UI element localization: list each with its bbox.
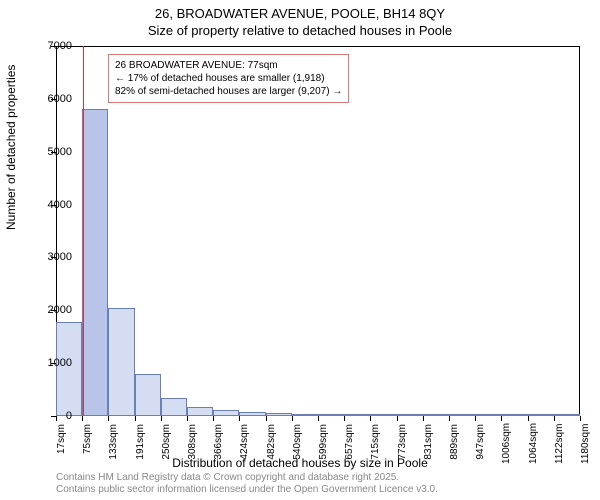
y-tick-label: 3000	[32, 251, 72, 263]
x-tick-label: 366sqm	[213, 424, 224, 464]
x-tick	[161, 416, 162, 421]
x-tick-label: 133sqm	[108, 424, 119, 464]
x-tick-label: 308sqm	[187, 424, 198, 464]
histogram-bar	[344, 414, 370, 416]
x-tick-label: 1180sqm	[580, 424, 591, 464]
histogram-bar	[266, 413, 292, 416]
x-tick-label: 1122sqm	[554, 424, 565, 464]
x-tick	[292, 416, 293, 421]
histogram-bar	[239, 412, 265, 416]
histogram-bar	[423, 414, 449, 416]
x-tick	[318, 416, 319, 421]
x-tick-label: 191sqm	[135, 424, 146, 464]
histogram-bar	[108, 308, 134, 416]
x-tick-label: 17sqm	[56, 424, 67, 464]
chart-title-line1: 26, BROADWATER AVENUE, POOLE, BH14 8QY	[0, 0, 600, 21]
histogram-bar	[528, 414, 554, 416]
x-tick-label: 715sqm	[370, 424, 381, 464]
x-tick	[239, 416, 240, 421]
x-tick	[108, 416, 109, 421]
x-tick	[554, 416, 555, 421]
histogram-bar	[161, 398, 187, 417]
x-tick-label: 250sqm	[161, 424, 172, 464]
y-tick-label: 4000	[32, 199, 72, 211]
x-tick	[187, 416, 188, 421]
x-tick-label: 482sqm	[266, 424, 277, 464]
x-tick	[266, 416, 267, 421]
x-tick	[423, 416, 424, 421]
y-tick-label: 7000	[32, 40, 72, 52]
x-tick-label: 889sqm	[449, 424, 460, 464]
x-tick	[135, 416, 136, 421]
histogram-chart: 26, BROADWATER AVENUE, POOLE, BH14 8QY S…	[0, 0, 600, 500]
x-tick-label: 599sqm	[318, 424, 329, 464]
annotation-line1: 26 BROADWATER AVENUE: 77sqm	[115, 59, 342, 72]
footer-line1: Contains HM Land Registry data © Crown c…	[56, 472, 438, 484]
annotation-box: 26 BROADWATER AVENUE: 77sqm ← 17% of det…	[108, 54, 349, 103]
footer-line2: Contains public sector information licen…	[56, 484, 438, 496]
plot-area: 26 BROADWATER AVENUE: 77sqm ← 17% of det…	[56, 46, 580, 416]
y-tick-label: 2000	[32, 304, 72, 316]
annotation-line3: 82% of semi-detached houses are larger (…	[115, 85, 342, 98]
x-tick	[449, 416, 450, 421]
y-tick-label: 0	[32, 410, 72, 422]
x-tick	[528, 416, 529, 421]
right-axis-line	[579, 46, 580, 416]
x-tick	[475, 416, 476, 421]
x-tick-label: 424sqm	[239, 424, 250, 464]
y-tick-label: 5000	[32, 146, 72, 158]
histogram-bar	[501, 414, 527, 416]
x-tick	[397, 416, 398, 421]
histogram-bar	[82, 109, 108, 416]
x-tick	[580, 416, 581, 421]
chart-title-line2: Size of property relative to detached ho…	[0, 21, 600, 38]
x-tick-label: 540sqm	[292, 424, 303, 464]
x-tick	[82, 416, 83, 421]
y-tick-label: 1000	[32, 357, 72, 369]
y-axis-label: Number of detached properties	[4, 65, 18, 230]
x-tick-label: 75sqm	[82, 424, 93, 464]
histogram-bar	[187, 407, 213, 417]
y-tick-label: 6000	[32, 93, 72, 105]
x-tick	[370, 416, 371, 421]
histogram-bar	[213, 410, 239, 416]
x-tick-label: 947sqm	[475, 424, 486, 464]
x-tick	[344, 416, 345, 421]
histogram-bar	[292, 414, 318, 416]
histogram-bar	[135, 374, 161, 416]
histogram-bar	[318, 414, 344, 416]
histogram-bar	[475, 414, 501, 416]
footer-attribution: Contains HM Land Registry data © Crown c…	[56, 472, 438, 496]
histogram-bar	[449, 414, 475, 416]
x-tick	[501, 416, 502, 421]
annotation-line2: ← 17% of detached houses are smaller (1,…	[115, 72, 342, 85]
x-tick-label: 831sqm	[423, 424, 434, 464]
top-axis-line	[56, 46, 580, 47]
x-tick-label: 657sqm	[344, 424, 355, 464]
property-marker-line	[83, 46, 84, 416]
x-tick-label: 773sqm	[397, 424, 408, 464]
x-tick-label: 1006sqm	[501, 424, 512, 464]
histogram-bar	[370, 414, 396, 416]
x-tick	[213, 416, 214, 421]
x-tick-label: 1064sqm	[528, 424, 539, 464]
histogram-bar	[397, 414, 423, 416]
histogram-bar	[554, 414, 580, 416]
